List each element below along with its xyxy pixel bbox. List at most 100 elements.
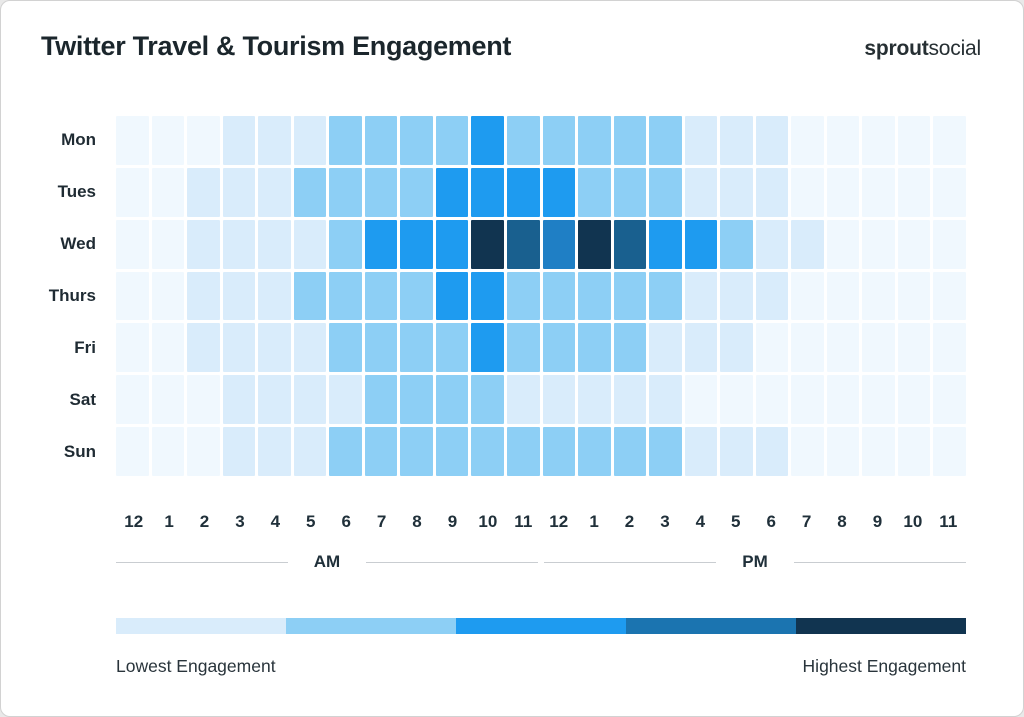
- heatmap-cell: [364, 271, 398, 321]
- heatmap-cell: [720, 375, 753, 425]
- heatmap-cell: [862, 375, 895, 425]
- legend-low-label: Lowest Engagement: [116, 656, 276, 676]
- heatmap-cell: [649, 271, 682, 321]
- heatmap-cell: [471, 116, 504, 165]
- heatmap-cell: [116, 427, 149, 476]
- legend-high-label: Highest Engagement: [802, 656, 966, 676]
- heatmap-cell: [826, 375, 860, 425]
- heatmap-cell: [151, 375, 185, 425]
- day-label-sun: Sun: [63, 441, 96, 461]
- heatmap-cell: [791, 219, 824, 269]
- hour-tick-11am: 11: [514, 512, 533, 531]
- period-axis: AM PM: [116, 550, 966, 574]
- heatmap-cell: [222, 323, 256, 373]
- heatmap-cell: [755, 219, 789, 269]
- legend-color-segment-4: [626, 618, 796, 634]
- heatmap-cell: [471, 271, 504, 321]
- heatmap-cell: [293, 167, 327, 217]
- pm-right-line: [793, 561, 966, 563]
- heatmap-cell: [116, 116, 149, 165]
- heatmap-cell: [684, 427, 718, 476]
- heatmap-cell: [471, 323, 504, 373]
- heatmap-cell: [826, 271, 860, 321]
- heatmap-cell: [862, 219, 895, 269]
- day-label-tues: Tues: [57, 182, 96, 202]
- heatmap-cell: [720, 167, 753, 217]
- heatmap-cell: [542, 219, 576, 269]
- heatmap-cell: [506, 219, 540, 269]
- hour-tick-2am: 2: [199, 512, 210, 531]
- legend-color-segment-3: [456, 618, 626, 634]
- sproutsocial-logo: sproutsocial: [864, 37, 981, 61]
- heatmap-cell: [151, 323, 185, 373]
- heatmap-cell: [542, 116, 576, 165]
- hour-tick-5pm: 5: [731, 512, 741, 531]
- heatmap-cell: [649, 167, 682, 217]
- heatmap-cell: [933, 271, 966, 321]
- heatmap-cell: [578, 323, 611, 373]
- day-label-fri: Fri: [74, 337, 96, 357]
- heatmap-cell: [755, 375, 789, 425]
- heatmap-cell: [684, 323, 718, 373]
- heatmap-cell: [613, 427, 647, 476]
- heatmap-cell: [329, 271, 362, 321]
- heatmap-cell: [364, 323, 398, 373]
- heatmap-cell: [151, 167, 185, 217]
- heatmap-cell: [613, 375, 647, 425]
- heatmap-cell: [187, 375, 220, 425]
- hour-tick-12pm: 12: [549, 512, 569, 531]
- heatmap-cell: [933, 427, 966, 476]
- heatmap-cell: [613, 271, 647, 321]
- logo-text-sprout: sprout: [864, 37, 929, 60]
- heatmap-cell: [435, 375, 469, 425]
- heatmap-cell: [862, 323, 895, 373]
- day-label-thurs: Thurs: [48, 285, 96, 305]
- heatmap-cell: [258, 219, 291, 269]
- heatmap-cell: [862, 427, 895, 476]
- hour-tick-10pm: 10: [903, 512, 923, 531]
- heatmap-cell: [187, 167, 220, 217]
- heatmap-cell: [613, 116, 647, 165]
- hour-tick-6am: 6: [341, 512, 351, 531]
- pm-label: PM: [742, 552, 768, 571]
- hour-axis: 12 1 2 3 4 5 6 7 8 9 10 11 12 1 2 3 4 5 6 7 8 9 10 11: [116, 512, 966, 534]
- hour-tick-11pm: 11: [939, 512, 958, 531]
- heatmap-cell: [720, 323, 753, 373]
- heatmap-cell: [329, 219, 362, 269]
- heatmap-cell: [649, 427, 682, 476]
- heatmap-cell: [542, 167, 576, 217]
- heatmap-cell: [329, 116, 362, 165]
- legend-color-segment-2: [286, 618, 456, 634]
- heatmap-cell: [578, 271, 611, 321]
- heatmap-cell: [791, 375, 824, 425]
- heatmap-cell: [542, 375, 576, 425]
- heatmap-cell: [293, 427, 327, 476]
- heatmap-cell: [542, 271, 576, 321]
- heatmap-cell: [116, 219, 149, 269]
- heatmap-cell: [471, 219, 504, 269]
- heatmap-cell: [187, 427, 220, 476]
- heatmap-cell: [471, 167, 504, 217]
- heatmap-cell: [293, 219, 327, 269]
- heatmap-cell: [578, 219, 611, 269]
- heatmap-cell: [400, 116, 433, 165]
- heatmap-cell: [222, 219, 256, 269]
- heatmap-cell: [400, 323, 433, 373]
- heatmap-cell: [506, 271, 540, 321]
- heatmap-cell: [364, 116, 398, 165]
- heatmap-cell: [258, 375, 291, 425]
- heatmap-cell: [791, 323, 824, 373]
- heatmap-cell: [862, 167, 895, 217]
- heatmap-cell: [649, 323, 682, 373]
- heatmap-cell: [258, 167, 291, 217]
- heatmap-cell: [435, 167, 469, 217]
- day-axis: Mon Tues Wed Thurs Fri Sat Sun: [1, 116, 96, 476]
- hour-tick-8am: 8: [412, 512, 422, 531]
- heatmap-cell: [364, 167, 398, 217]
- hour-tick-4pm: 4: [695, 512, 706, 531]
- heatmap-cell: [897, 167, 931, 217]
- heatmap-cell: [755, 167, 789, 217]
- heatmap-cell: [506, 427, 540, 476]
- heatmap-cell: [151, 116, 185, 165]
